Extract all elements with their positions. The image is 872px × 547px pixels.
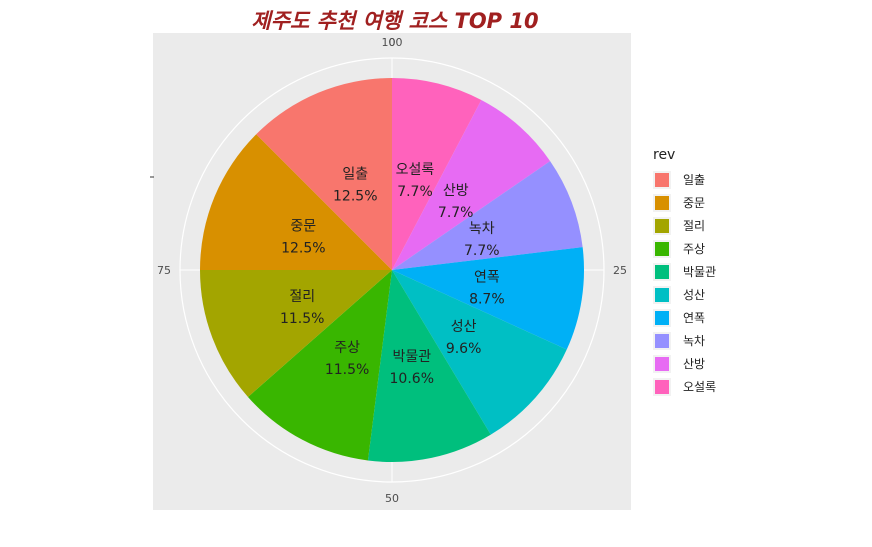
legend-key <box>653 239 671 258</box>
legend-item: 일출 <box>653 168 716 191</box>
slice-percent-label: 11.5% <box>280 311 324 327</box>
legend-label: 중문 <box>683 196 706 210</box>
legend-label: 녹차 <box>683 334 706 348</box>
pie-slice <box>392 78 482 270</box>
pie-slice <box>392 247 585 350</box>
pie-slice <box>200 134 392 270</box>
chart-title: 제주도 추천 여행 코스 TOP 10 <box>251 9 539 33</box>
angle-tick-label: 25 <box>613 264 627 277</box>
angle-tick-label: 75 <box>157 264 171 277</box>
pie-slice <box>392 100 551 271</box>
pie-slice <box>200 270 392 397</box>
legend-item: 박물관 <box>653 260 716 283</box>
slice-percent-label: 7.7% <box>438 205 474 221</box>
slice-name-label: 박물관 <box>392 349 431 365</box>
slice-percent-label: 7.7% <box>397 184 433 200</box>
legend-item: 산방 <box>653 352 716 375</box>
pie-slice <box>247 270 392 461</box>
legend-key <box>653 354 671 373</box>
legend-label: 성산 <box>683 288 706 302</box>
legend-label: 절리 <box>683 219 706 233</box>
angle-tick-label: 50 <box>385 492 399 505</box>
legend-key <box>653 170 671 189</box>
slice-percent-label: 8.7% <box>469 292 505 308</box>
slice-percent-label: 10.6% <box>390 371 434 387</box>
legend-label: 주상 <box>683 242 706 256</box>
legend-key <box>653 331 671 350</box>
pie-slice <box>392 270 567 435</box>
legend-key <box>653 193 671 212</box>
slice-name-label: 중문 <box>290 218 316 234</box>
legend-item: 중문 <box>653 191 716 214</box>
slice-name-label: 일출 <box>342 166 368 182</box>
pie-slice <box>392 161 583 270</box>
legend-item: 연폭 <box>653 306 716 329</box>
legend-label: 일출 <box>683 173 706 187</box>
legend-key <box>653 262 671 281</box>
slice-name-label: 오설록 <box>396 162 435 178</box>
slice-name-label: 성산 <box>451 319 477 335</box>
legend-item: 오설록 <box>653 375 716 398</box>
legend-item: 녹차 <box>653 329 716 352</box>
legend-key <box>653 216 671 235</box>
pie-slice <box>256 78 392 270</box>
legend-key <box>653 377 671 396</box>
legend-item: 성산 <box>653 283 716 306</box>
slice-percent-label: 12.5% <box>281 240 325 256</box>
angle-tick-label: 0 <box>389 36 396 49</box>
legend-label: 연폭 <box>683 311 706 325</box>
slice-percent-label: 12.5% <box>333 188 377 204</box>
slice-name-label: 연폭 <box>474 270 500 286</box>
legend-item: 절리 <box>653 214 716 237</box>
legend-label: 산방 <box>683 357 706 371</box>
slice-name-label: 절리 <box>289 289 315 305</box>
pie-slices <box>200 78 585 463</box>
slice-percent-label: 7.7% <box>464 243 500 259</box>
legend-label: 오설록 <box>683 380 717 394</box>
slice-name-label: 녹차 <box>469 221 495 237</box>
slice-percent-label: 11.5% <box>325 362 369 378</box>
slice-name-label: 산방 <box>443 183 469 199</box>
pie-slice <box>367 270 491 463</box>
legend-title: rev <box>653 147 676 163</box>
angle-axis-ticks: 0 25 50 75 100 <box>157 36 627 505</box>
legend-key <box>653 285 671 304</box>
legend-key <box>653 308 671 327</box>
slice-percent-label: 9.6% <box>446 341 482 357</box>
legend-item: 주상 <box>653 237 716 260</box>
legend-label: 박물관 <box>683 265 717 279</box>
slice-name-label: 주상 <box>334 340 360 356</box>
angle-tick-label: 100 <box>382 36 403 49</box>
